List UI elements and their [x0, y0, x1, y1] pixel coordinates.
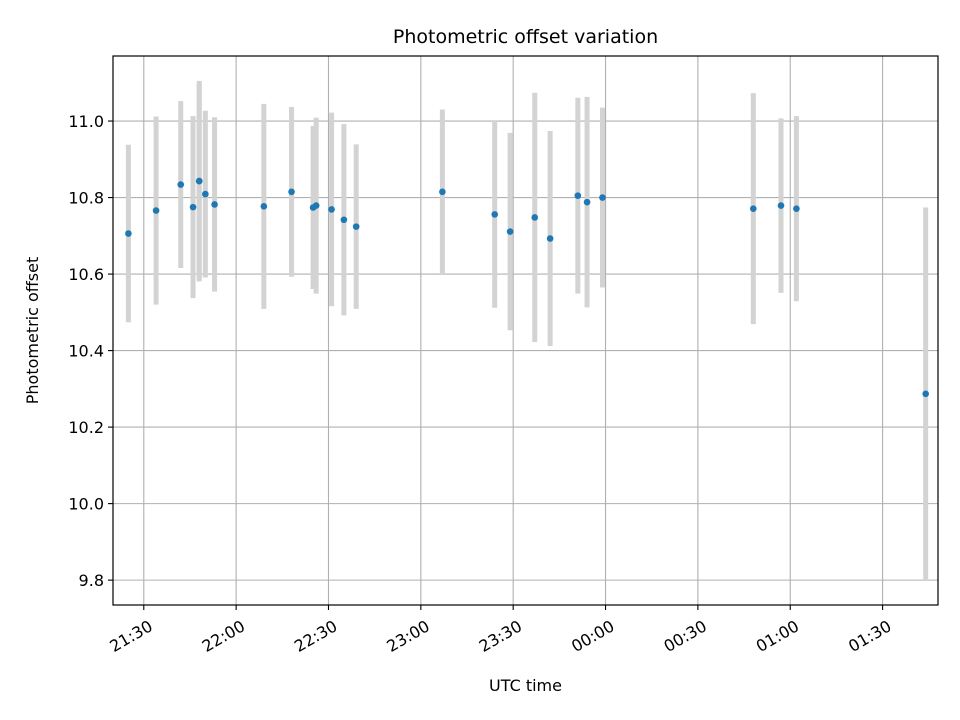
- y-tick-label: 10.8: [68, 189, 104, 208]
- data-points: [125, 177, 929, 398]
- data-point: [583, 198, 591, 206]
- data-point: [352, 223, 360, 230]
- data-point: [189, 203, 197, 211]
- y-axis-ticks: 9.8 10.0 10.2 10.4 10.6 10.8 11.0: [68, 112, 113, 590]
- y-tick-label: 10.2: [68, 418, 104, 437]
- y-tick-label: 9.8: [79, 571, 104, 590]
- data-point: [599, 194, 606, 201]
- data-point: [177, 181, 185, 188]
- y-axis-label: Photometric offset: [23, 257, 42, 405]
- data-point: [491, 211, 499, 218]
- data-point: [777, 202, 785, 209]
- data-point: [260, 203, 268, 210]
- y-tick-label: 10.0: [68, 495, 104, 514]
- data-point: [211, 201, 218, 208]
- plot-frame: [112, 55, 939, 606]
- data-point: [439, 188, 446, 196]
- data-point: [328, 206, 335, 213]
- chart-title: Photometric offset variation: [393, 26, 658, 48]
- data-point: [574, 192, 582, 199]
- data-point: [506, 228, 514, 235]
- data-point: [793, 205, 800, 212]
- data-point: [202, 190, 209, 198]
- grid: [113, 56, 938, 605]
- data-point: [546, 235, 554, 242]
- data-point: [125, 230, 132, 237]
- data-point: [340, 216, 348, 224]
- y-tick-label: 10.6: [68, 265, 104, 284]
- data-point: [152, 207, 160, 214]
- y-tick-label: 10.4: [68, 342, 104, 361]
- data-point: [312, 202, 320, 209]
- data-point: [531, 214, 539, 221]
- data-point: [288, 188, 295, 196]
- x-axis-label: UTC time: [489, 676, 562, 695]
- data-point: [922, 390, 929, 398]
- y-tick-label: 11.0: [68, 112, 104, 131]
- data-point: [749, 205, 757, 212]
- data-point: [195, 177, 203, 185]
